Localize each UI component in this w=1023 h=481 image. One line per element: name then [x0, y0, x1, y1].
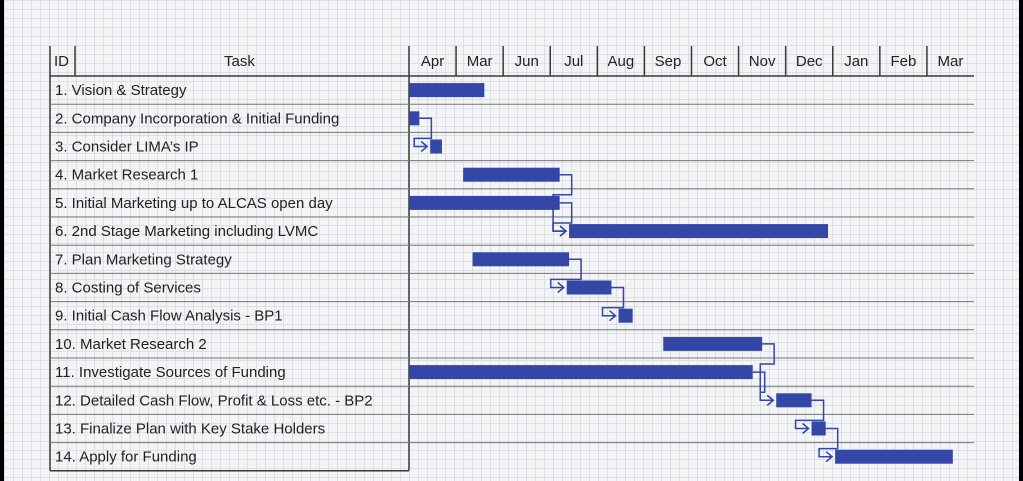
- task-bar: [811, 421, 826, 436]
- task-bar: [409, 83, 485, 98]
- dependency-arrowhead: [420, 140, 429, 153]
- task-bar: [463, 167, 560, 182]
- task-bar: [409, 365, 753, 380]
- task-label: 12. Detailed Cash Flow, Profit & Loss et…: [55, 392, 373, 409]
- task-bar: [776, 393, 812, 408]
- task-label: 10. Market Research 2: [55, 336, 207, 353]
- dependency-arrowhead: [559, 225, 568, 237]
- task-label: 11. Investigate Sources of Funding: [55, 364, 286, 381]
- month-label: Mar: [467, 53, 493, 70]
- task-bar: [618, 308, 633, 323]
- task-label: 1. Vision & Strategy: [55, 82, 187, 99]
- task-label: 2. Company Incorporation & Initial Fundi…: [55, 110, 339, 127]
- dependency-arrowhead: [825, 451, 834, 463]
- task-bar: [409, 195, 560, 210]
- dependency-connector: [794, 399, 825, 430]
- dependency-connector: [752, 371, 774, 402]
- task-label: 14. Apply for Funding: [55, 449, 197, 466]
- dependency-arrowhead: [802, 422, 810, 435]
- month-label: Dec: [796, 53, 823, 70]
- month-label: Sep: [655, 53, 682, 70]
- task-label: 7. Plan Marketing Strategy: [55, 251, 232, 268]
- header-id: ID: [54, 53, 69, 70]
- month-label: Aug: [608, 53, 635, 70]
- header-task: Task: [224, 53, 255, 70]
- task-label: 13. Finalize Plan with Key Stake Holders: [55, 421, 325, 438]
- task-label: 4. Market Research 1: [55, 167, 198, 184]
- gantt-chart: ID Task Apr Mar Jun Jul Aug Sep Oct Nov Dec Jan Feb M…: [49, 46, 974, 472]
- task-bar: [569, 224, 829, 239]
- month-label: Jul: [564, 53, 583, 70]
- dependency-arrowhead: [557, 281, 565, 294]
- dependency-arrowhead: [766, 394, 775, 406]
- month-label: Jan: [844, 53, 868, 70]
- month-label: Jun: [515, 53, 539, 70]
- task-bar: [430, 139, 442, 154]
- dependency-connector: [601, 286, 625, 317]
- task-label: 3. Consider LIMA’s IP: [55, 139, 199, 156]
- gantt-chart-frame: ID Task Apr Mar Jun Jul Aug Sep Oct Nov Dec Jan Feb M…: [4, 0, 1019, 481]
- task-label: 8. Costing of Services: [55, 280, 201, 297]
- dependency-arrowhead: [609, 310, 617, 322]
- task-bar: [472, 252, 570, 267]
- month-label: Oct: [703, 53, 727, 70]
- dependency-connector: [413, 117, 433, 148]
- dependency-connector: [818, 427, 839, 458]
- dependency-connector: [549, 258, 582, 289]
- task-label: 9. Initial Cash Flow Analysis - BP1: [55, 308, 283, 325]
- month-label: Apr: [421, 53, 444, 70]
- task-bar: [409, 111, 420, 126]
- task-label: 6. 2nd Stage Marketing including LVMC: [55, 223, 318, 240]
- task-label: 5. Initial Marketing up to ALCAS open da…: [55, 195, 333, 212]
- month-label: Feb: [890, 53, 916, 70]
- dependency-connector: [552, 202, 573, 232]
- month-label: Nov: [749, 53, 776, 70]
- task-bar: [566, 280, 612, 295]
- task-bar: [663, 336, 763, 351]
- month-label: Mar: [938, 53, 964, 70]
- task-bar: [835, 449, 953, 464]
